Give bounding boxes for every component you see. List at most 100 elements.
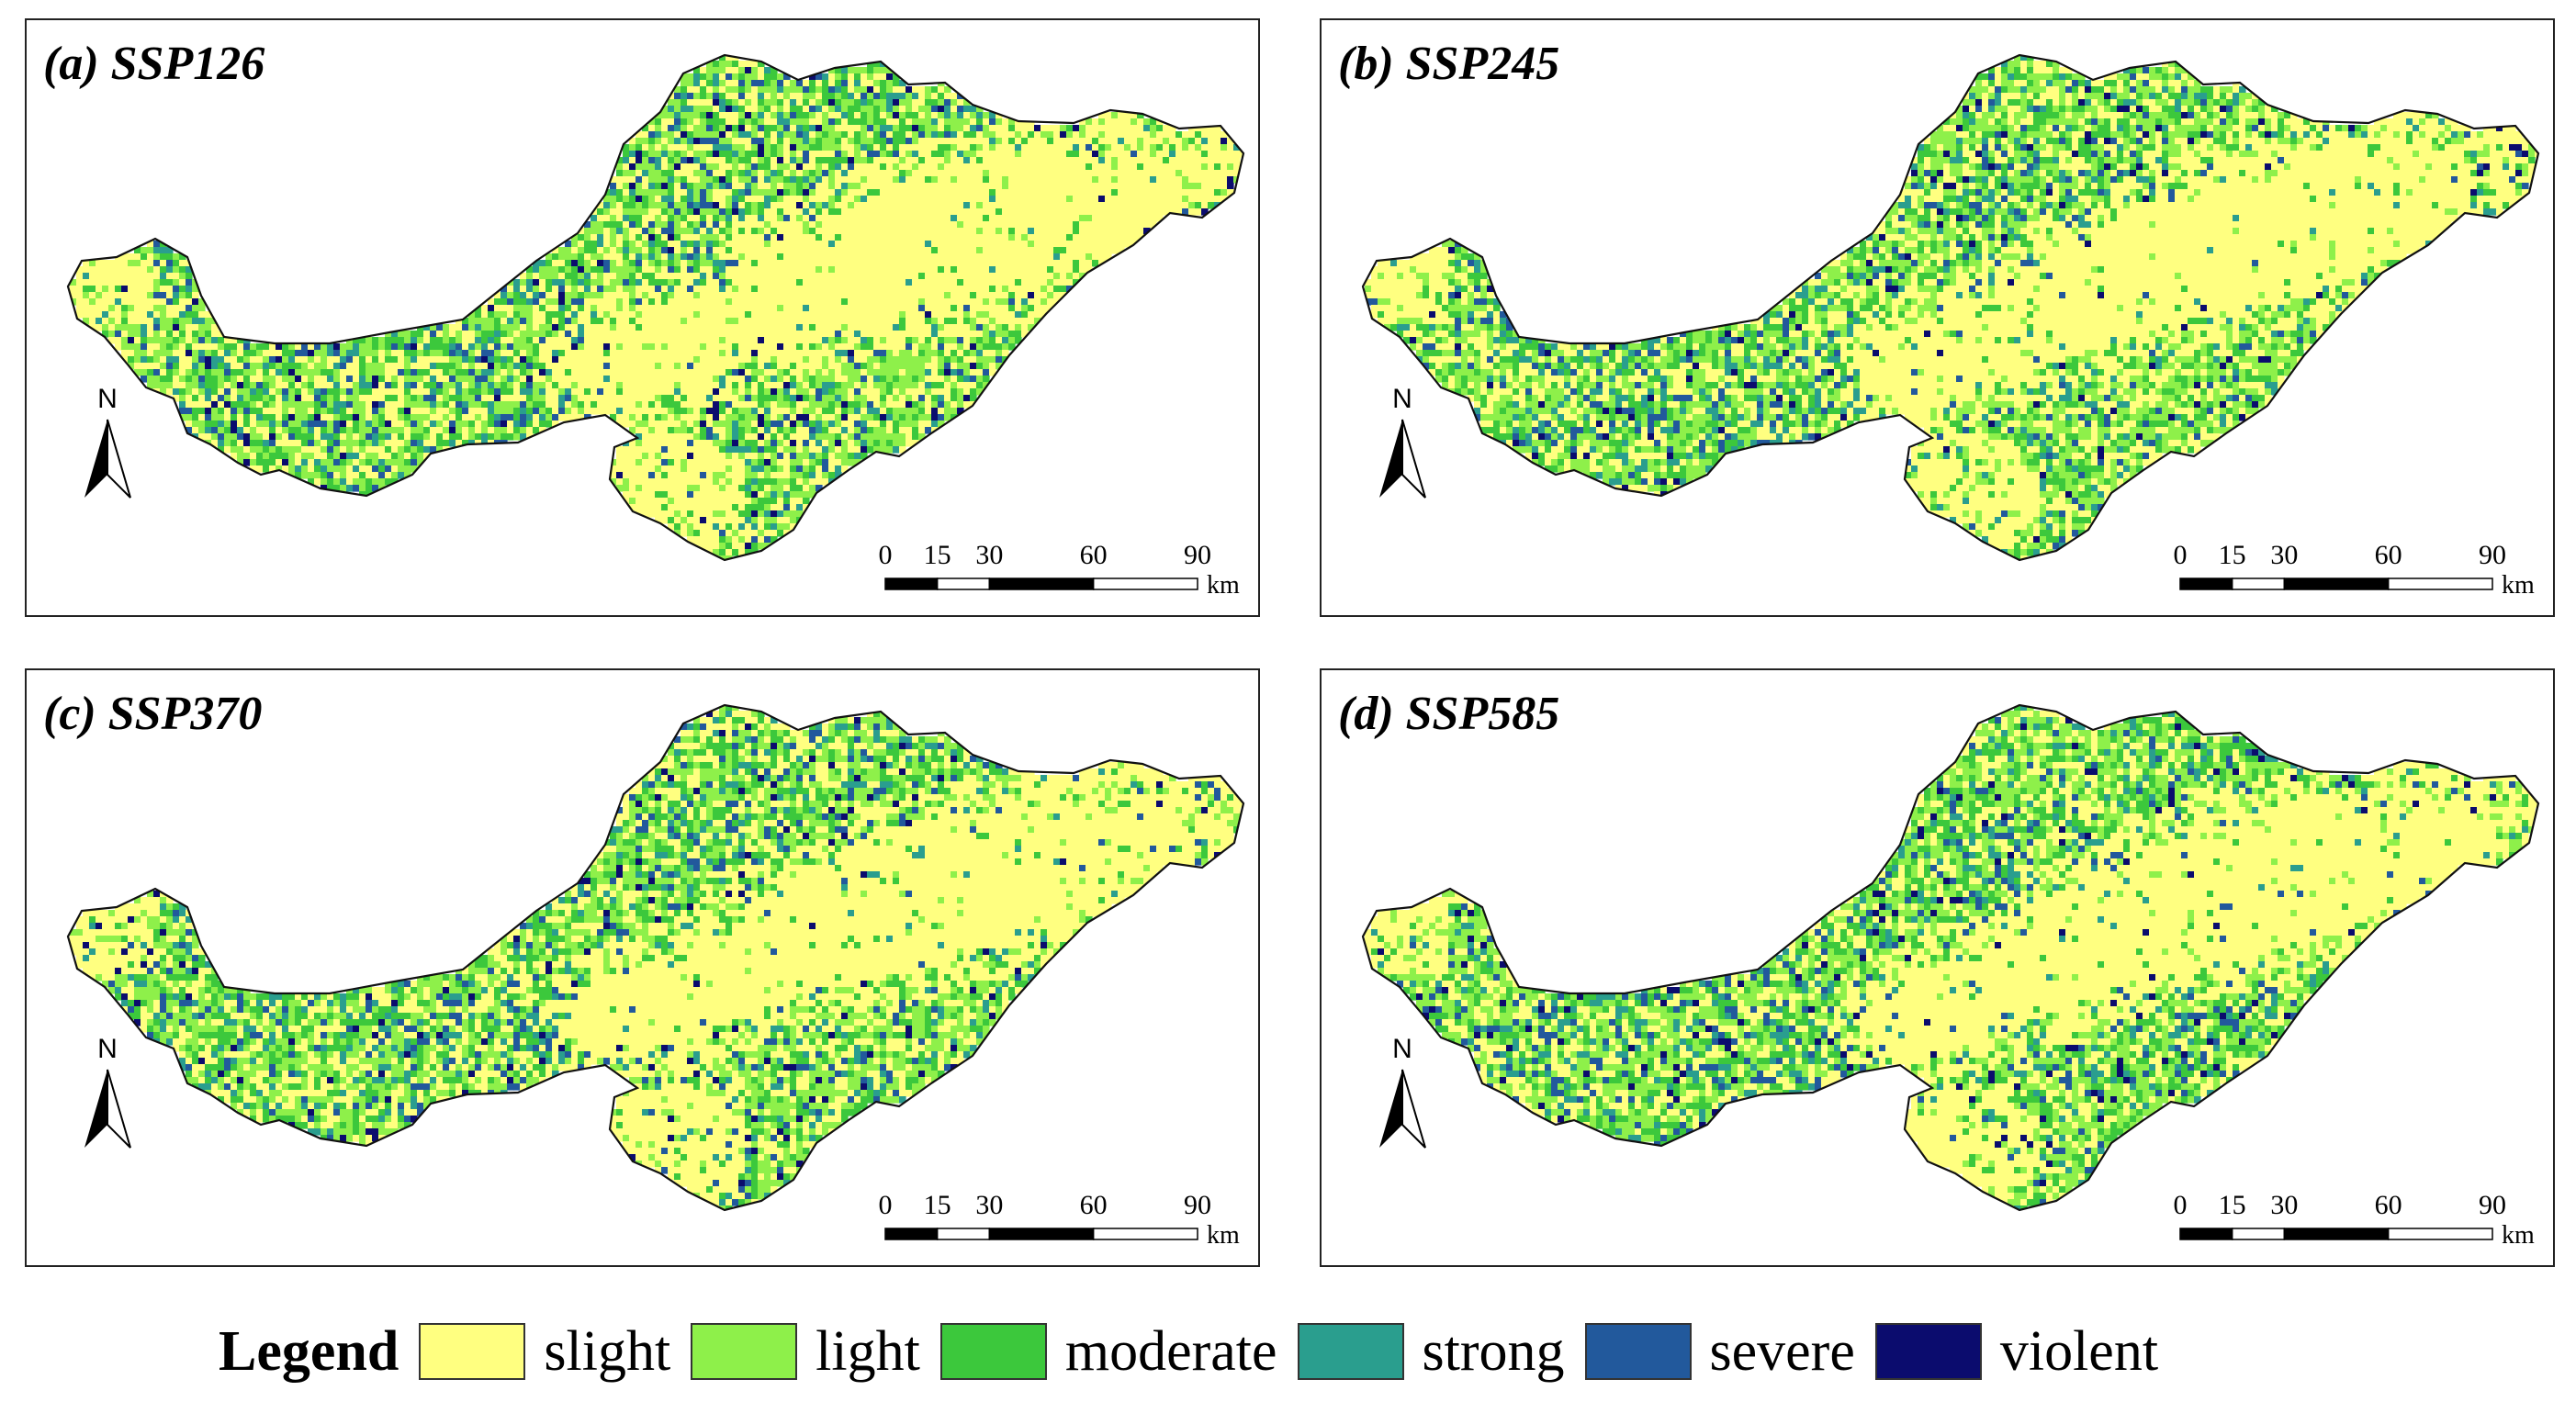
raster-cell — [494, 369, 501, 376]
raster-cell — [963, 376, 971, 383]
raster-cell — [668, 247, 675, 254]
raster-cell — [1156, 189, 1164, 196]
raster-cell — [809, 363, 816, 370]
raster-cell — [854, 331, 861, 338]
raster-cell — [764, 125, 771, 132]
raster-cell — [783, 356, 791, 364]
raster-cell — [597, 356, 604, 364]
raster-cell — [1053, 208, 1061, 216]
raster-cell — [944, 324, 951, 331]
raster-cell — [648, 279, 656, 286]
raster-cell — [1002, 260, 1009, 267]
raster-cell — [745, 331, 752, 338]
raster-cell — [931, 337, 939, 344]
raster-cell — [1201, 189, 1209, 196]
raster-cell — [1150, 170, 1157, 177]
raster-cell — [1053, 131, 1061, 139]
raster-cell — [751, 253, 759, 261]
raster-cell — [880, 138, 887, 145]
raster-cell — [597, 382, 604, 389]
raster-cell — [719, 55, 726, 62]
raster-cell — [1169, 138, 1176, 145]
raster-cell — [301, 350, 309, 357]
raster-cell — [115, 298, 122, 306]
raster-cell — [520, 292, 527, 299]
raster-cell — [141, 331, 148, 338]
raster-cell — [764, 292, 771, 299]
raster-cell — [597, 318, 604, 325]
raster-cell — [745, 241, 752, 248]
raster-cell — [944, 196, 951, 203]
raster-cell — [166, 318, 174, 325]
raster-cell — [899, 343, 906, 351]
raster-cell — [661, 112, 669, 119]
raster-cell — [1060, 144, 1067, 151]
raster-cell — [944, 93, 951, 100]
raster-cell — [912, 118, 919, 126]
raster-cell — [1034, 221, 1041, 229]
raster-cell — [1105, 228, 1112, 235]
raster-cell — [854, 86, 861, 94]
raster-cell — [681, 151, 688, 158]
raster-cell — [1053, 176, 1061, 184]
raster-cell — [616, 331, 624, 338]
raster-cell — [507, 356, 514, 364]
raster-cell — [693, 311, 701, 319]
raster-cell — [205, 382, 212, 389]
raster-cell — [1073, 260, 1080, 267]
raster-cell — [668, 241, 675, 248]
raster-cell — [848, 106, 855, 113]
raster-cell — [816, 189, 823, 196]
raster-cell — [648, 125, 656, 132]
raster-cell — [687, 228, 694, 235]
raster-cell — [944, 273, 951, 280]
raster-cell — [443, 337, 450, 344]
raster-cell — [719, 356, 726, 364]
raster-cell — [1041, 221, 1048, 229]
raster-cell — [1028, 189, 1035, 196]
raster-cell — [700, 311, 707, 319]
raster-cell — [713, 67, 720, 74]
raster-cell — [758, 86, 765, 94]
raster-cell — [1015, 247, 1022, 254]
raster-cell — [867, 318, 874, 325]
raster-cell — [597, 241, 604, 248]
raster-cell — [166, 350, 174, 357]
raster-cell — [854, 279, 861, 286]
raster-cell — [115, 286, 122, 293]
raster-cell — [726, 241, 733, 248]
raster-cell — [147, 324, 154, 331]
raster-cell — [83, 279, 90, 286]
raster-cell — [166, 363, 174, 370]
raster-cell — [996, 273, 1003, 280]
raster-cell — [533, 376, 540, 383]
raster-cell — [841, 298, 849, 306]
raster-cell — [861, 228, 868, 235]
raster-cell — [661, 183, 669, 190]
raster-cell — [873, 331, 881, 338]
raster-cell — [944, 363, 951, 370]
raster-cell — [906, 118, 913, 126]
raster-cell — [578, 260, 585, 267]
raster-cell — [623, 382, 630, 389]
raster-cell — [333, 369, 341, 376]
raster-cell — [1163, 151, 1170, 158]
raster-cell — [1098, 196, 1106, 203]
raster-cell — [976, 170, 984, 177]
raster-cell — [481, 369, 489, 376]
raster-cell — [880, 202, 887, 209]
raster-cell — [957, 208, 964, 216]
raster-cell — [726, 253, 733, 261]
raster-cell — [423, 343, 431, 351]
raster-cell — [963, 311, 971, 319]
raster-cell — [835, 125, 842, 132]
raster-cell — [983, 144, 990, 151]
raster-cell — [398, 382, 405, 389]
raster-cell — [816, 170, 823, 177]
raster-cell — [706, 305, 714, 312]
raster-cell — [951, 279, 958, 286]
raster-cell — [880, 305, 887, 312]
raster-cell — [1015, 189, 1022, 196]
raster-cell — [803, 247, 810, 254]
raster-cell — [1041, 215, 1048, 222]
